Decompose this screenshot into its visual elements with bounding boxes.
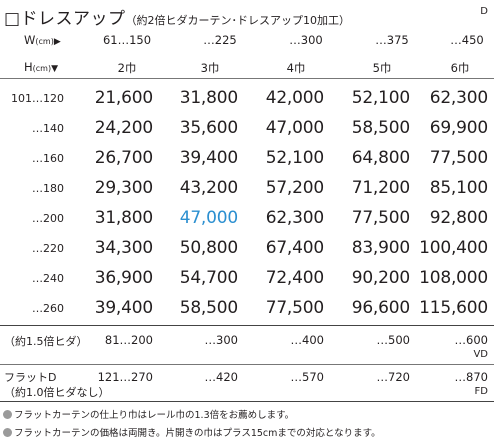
flat-label-line2: （約1.0倍ヒダなし） (4, 386, 110, 399)
price-cell: 34,300 (94, 238, 153, 258)
price-cell: 71,200 (351, 178, 410, 198)
price-cell: 62,300 (265, 208, 324, 228)
price-cell: 100,400 (419, 238, 488, 258)
panel-count-4: 5巾 (372, 61, 392, 75)
notes-divider (0, 401, 494, 402)
option-1-5-range-1: 81…200 (104, 333, 153, 347)
price-cell: 77,500 (351, 208, 410, 228)
option-1-5-range-5: …600 (454, 333, 488, 347)
price-cell: 54,700 (179, 268, 238, 288)
price-cell: 39,400 (94, 298, 153, 318)
price-cell: 24,200 (94, 118, 153, 138)
row-height-label: …260 (32, 302, 64, 315)
option-1-5-code: VD (473, 349, 488, 360)
width-unit: (cm) (35, 37, 54, 46)
flat-range-5: …870 (454, 370, 488, 384)
price-cell: 29,300 (94, 178, 153, 198)
price-cell: 31,800 (94, 208, 153, 228)
bullet-dot-icon (3, 428, 12, 437)
height-unit: (cm) (32, 64, 52, 73)
title-text: □ドレスアップ (4, 9, 126, 29)
price-cell: 31,800 (179, 88, 238, 108)
price-cell: 92,800 (429, 208, 488, 228)
title-subtitle: （約2倍ヒダカーテン･ドレスアップ10加工） (125, 14, 351, 27)
header-divider (0, 78, 494, 79)
row-height-label: …200 (32, 212, 64, 225)
price-cell: 39,400 (179, 148, 238, 168)
code-badge: D (480, 6, 488, 17)
width-range-2: …225 (203, 33, 237, 47)
price-cell: 42,000 (265, 88, 324, 108)
note-1: フラットカーテンの仕上り巾はレール巾の1.3倍をお薦めします。 (3, 407, 294, 421)
option-divider (0, 364, 494, 365)
row-height-label: …160 (32, 152, 64, 165)
width-header-label: W(cm)▶ (24, 33, 61, 47)
price-cell: 67,400 (265, 238, 324, 258)
flat-label-line1: フラットD (4, 371, 57, 384)
panel-count-5: 6巾 (450, 61, 470, 75)
row-height-label: …140 (32, 122, 64, 135)
price-cell: 52,100 (265, 148, 324, 168)
table-bottom-divider (0, 325, 494, 326)
price-cell: 77,500 (265, 298, 324, 318)
flat-range-1: 121…270 (97, 370, 153, 384)
note-1-text: フラットカーテンの仕上り巾はレール巾の1.3倍をお薦めします。 (14, 410, 295, 421)
flat-range-4: …720 (376, 370, 410, 384)
flat-range-2: …420 (204, 370, 238, 384)
price-cell: 58,500 (351, 118, 410, 138)
option-1-5-range-3: …400 (290, 333, 324, 347)
width-range-5: …450 (450, 33, 484, 47)
width-label: W (24, 33, 36, 47)
panel-count-3: 4巾 (286, 61, 306, 75)
price-cell: 96,600 (351, 298, 410, 318)
price-cell: 85,100 (429, 178, 488, 198)
note-2-text: フラットカーテンの価格は両開き。片開きの巾はプラス15cmまでの対応となります。 (14, 428, 381, 439)
width-range-1: 61…150 (102, 33, 152, 47)
row-height-label: 101…120 (11, 92, 64, 105)
height-arrow-icon: ▼ (51, 64, 59, 74)
price-cell: 69,900 (429, 118, 488, 138)
panel-count-1: 2巾 (117, 61, 137, 75)
height-label: H (24, 60, 33, 74)
option-1-5-range-2: …300 (204, 333, 238, 347)
price-cell: 36,900 (94, 268, 153, 288)
price-cell: 62,300 (429, 88, 488, 108)
price-cell: 43,200 (179, 178, 238, 198)
price-cell: 64,800 (351, 148, 410, 168)
price-cell: 47,000 (179, 208, 238, 228)
flat-range-3: …570 (290, 370, 324, 384)
page-title: □ドレスアップ（約2倍ヒダカーテン･ドレスアップ10加工） (4, 4, 350, 29)
price-cell: 90,200 (351, 268, 410, 288)
row-height-label: …220 (32, 242, 64, 255)
price-cell: 77,500 (429, 148, 488, 168)
row-height-label: …180 (32, 182, 64, 195)
price-cell: 57,200 (265, 178, 324, 198)
price-cell: 26,700 (94, 148, 153, 168)
bullet-dot-icon (3, 410, 12, 419)
row-height-label: …240 (32, 272, 64, 285)
price-cell: 72,400 (265, 268, 324, 288)
price-cell: 58,500 (179, 298, 238, 318)
height-header-label: H(cm)▼ (24, 60, 58, 74)
price-cell: 35,600 (179, 118, 238, 138)
panel-count-2: 3巾 (200, 61, 220, 75)
price-cell: 50,800 (179, 238, 238, 258)
price-cell: 115,600 (419, 298, 488, 318)
price-cell: 108,000 (419, 268, 488, 288)
price-cell: 52,100 (351, 88, 410, 108)
flat-code: FD (474, 386, 488, 397)
option-1-5-range-4: …500 (376, 333, 410, 347)
width-arrow-icon: ▶ (53, 37, 61, 47)
price-cell: 21,600 (94, 88, 153, 108)
option-1-5-label: （約1.5倍ヒダ） (4, 335, 88, 348)
price-cell: 47,000 (265, 118, 324, 138)
price-cell: 83,900 (351, 238, 410, 258)
width-range-4: …375 (375, 33, 409, 47)
width-range-3: …300 (289, 33, 323, 47)
note-2: フラットカーテンの価格は両開き。片開きの巾はプラス15cmまでの対応となります。 (3, 425, 381, 439)
